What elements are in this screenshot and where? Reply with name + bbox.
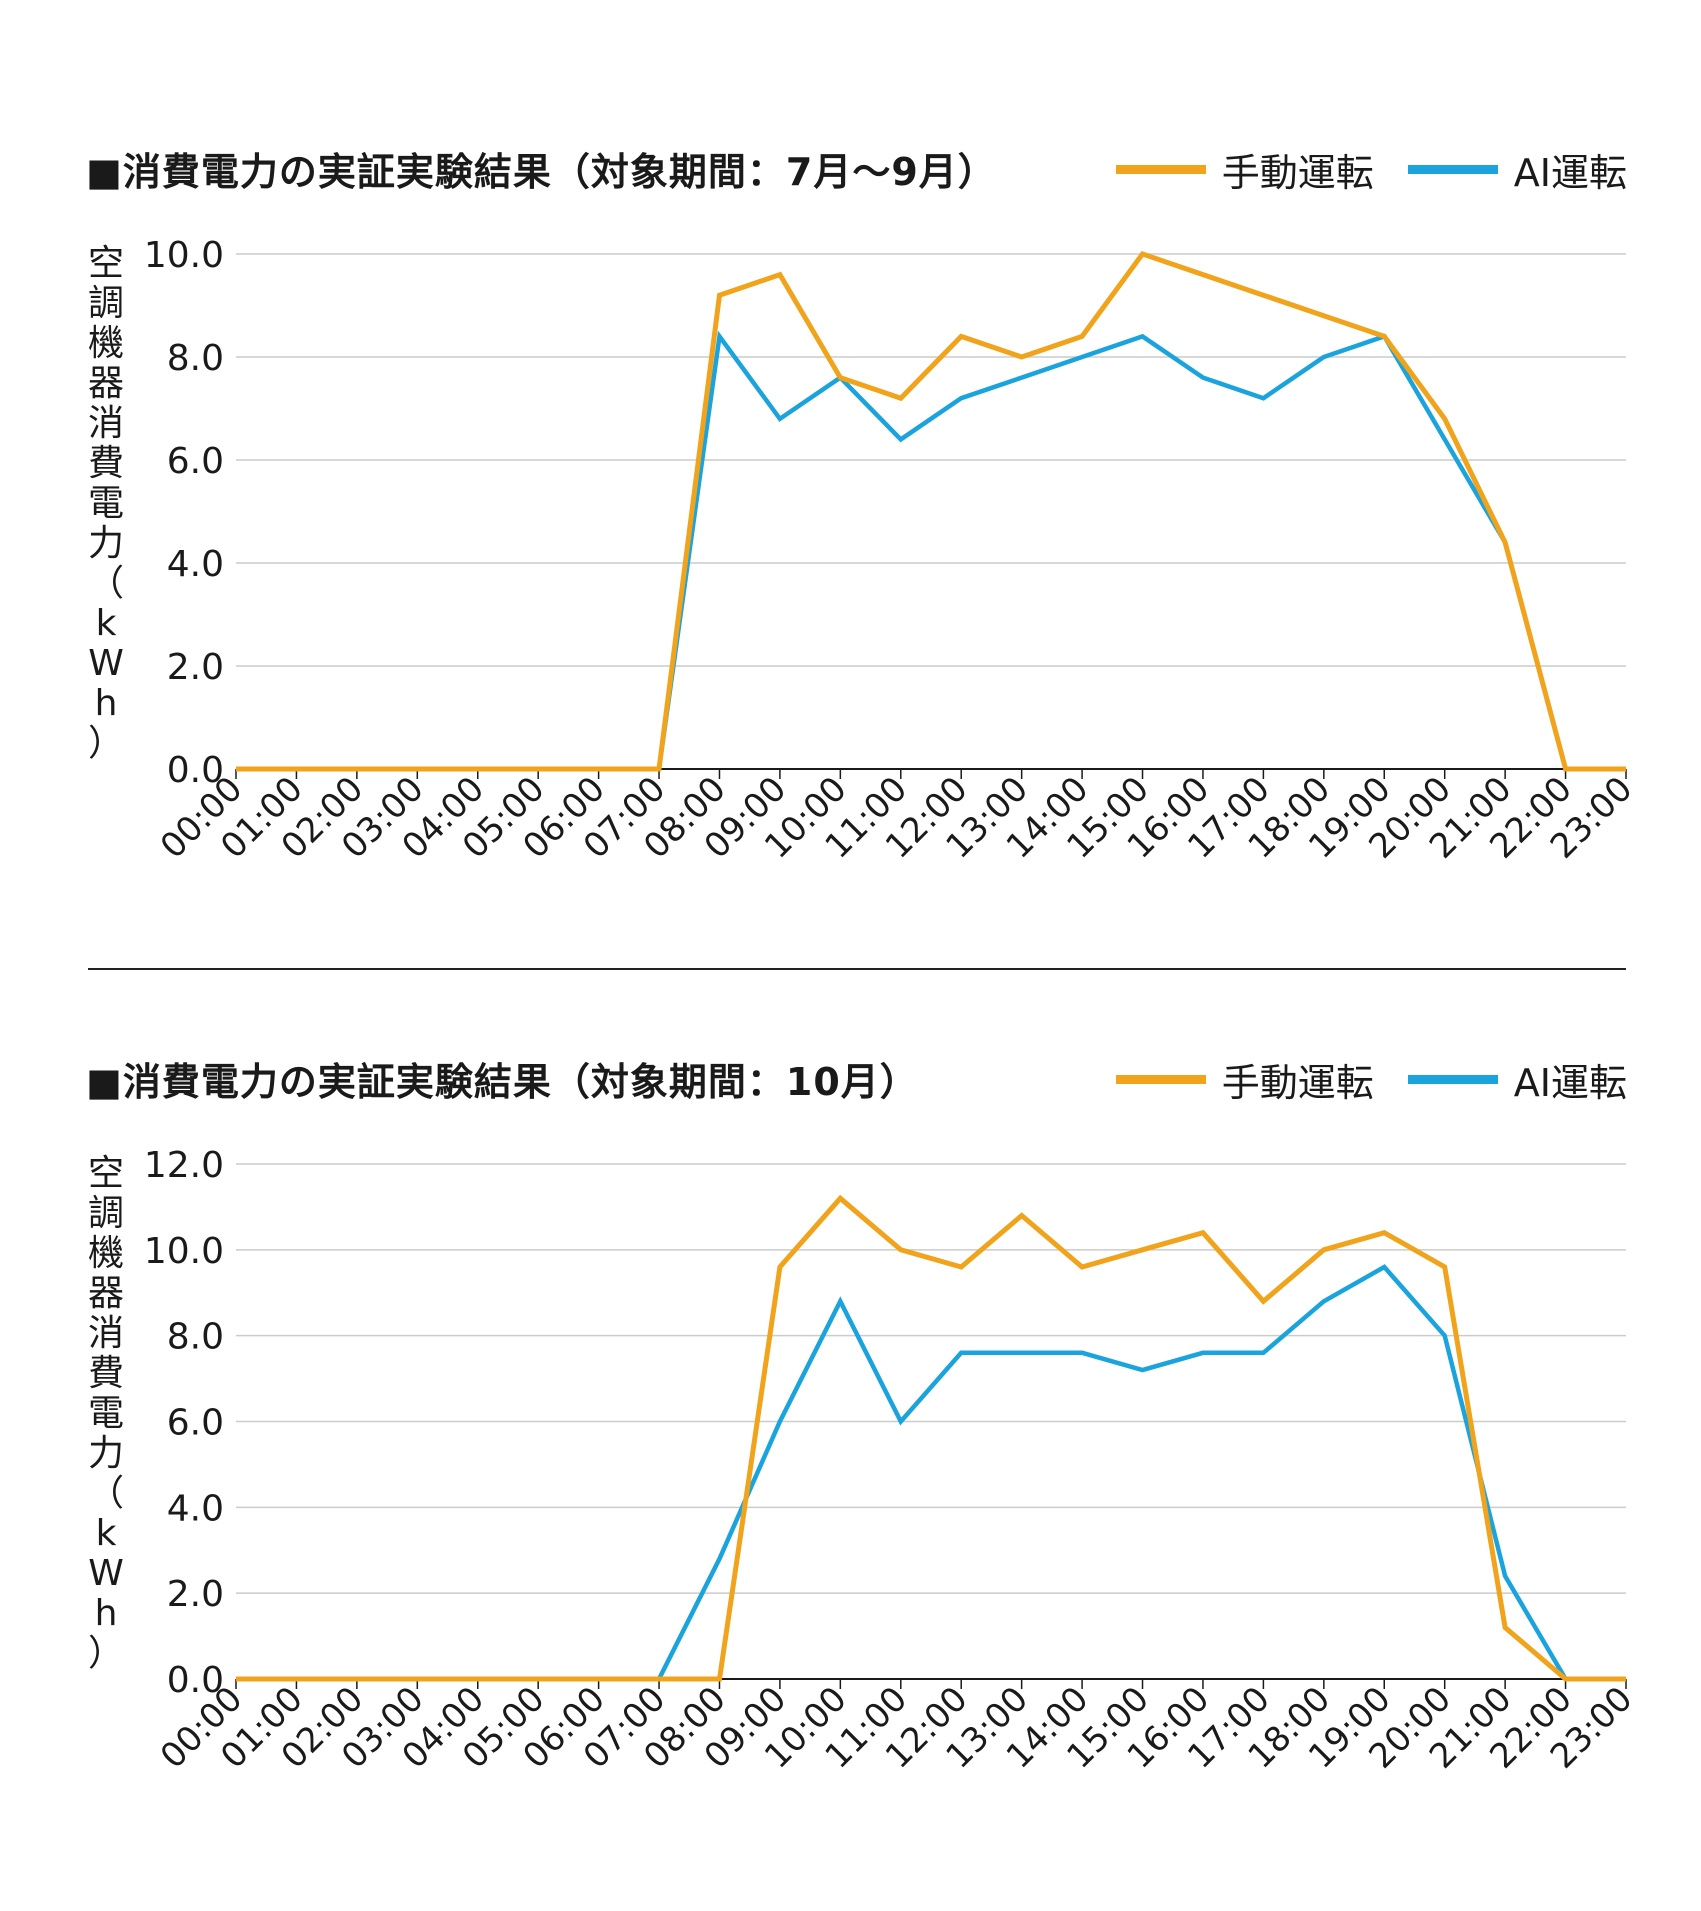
- legend-label-ai: AI運転: [1513, 1061, 1627, 1105]
- legend-item-manual: 手動運転: [1115, 142, 1374, 197]
- y-tick-label: 0.0: [167, 750, 224, 791]
- y-tick-label: 4.0: [167, 1488, 224, 1529]
- legend-swatch-manual: [1115, 1075, 1206, 1084]
- legend-label-manual: 手動運転: [1221, 1061, 1374, 1105]
- chart-title: ■消費電力の実証実験結果（対象期間：10月）: [86, 1060, 919, 1104]
- legend-item-ai: AI運転: [1407, 1052, 1627, 1107]
- y-axis-label-char: （: [87, 563, 124, 604]
- legend: 手動運転 AI運転: [1082, 142, 1627, 197]
- y-axis-label-char: 機: [87, 1233, 124, 1274]
- y-tick-label: 2.0: [167, 1574, 224, 1615]
- y-tick-label: 0.0: [167, 1660, 224, 1701]
- y-axis-label-char: k: [95, 1513, 117, 1554]
- section-divider: [88, 968, 1626, 970]
- y-tick-label: 2.0: [167, 647, 224, 688]
- y-axis-label-char: 力: [87, 1433, 124, 1474]
- y-axis-label-char: ）: [87, 1633, 124, 1674]
- legend-swatch-manual: [1115, 165, 1206, 174]
- series-line-manual: [236, 251, 1626, 772]
- y-axis-label-char: 調: [87, 283, 124, 324]
- y-axis-label-char: 機: [87, 323, 124, 364]
- y-tick-label: 10.0: [144, 235, 224, 276]
- legend: 手動運転 AI運転: [1082, 1052, 1627, 1107]
- y-tick-label: 8.0: [167, 338, 224, 379]
- series-line-ai: [236, 330, 1626, 772]
- legend-label-manual: 手動運転: [1221, 151, 1374, 195]
- line-chart: 0.02.04.06.08.010.000:0001:0002:0003:000…: [144, 235, 1641, 867]
- y-axis-label-char: W: [88, 643, 124, 684]
- y-axis-label-char: 空: [87, 243, 124, 284]
- y-tick-label: 4.0: [167, 544, 224, 585]
- y-axis-label-char: 器: [87, 1273, 124, 1314]
- legend-item-ai: AI運転: [1407, 142, 1627, 197]
- y-axis-label-char: 調: [87, 1193, 124, 1234]
- y-axis-label-char: 消: [87, 1313, 124, 1354]
- line-chart: 0.02.04.06.08.010.012.000:0001:0002:0003…: [144, 1145, 1641, 1777]
- legend-swatch-ai: [1407, 165, 1498, 174]
- y-axis-label-char: ）: [87, 723, 124, 764]
- y-tick-label: 12.0: [144, 1145, 224, 1186]
- series-line-ai: [236, 1264, 1626, 1682]
- chart-title: ■消費電力の実証実験結果（対象期間：7月～9月）: [86, 150, 997, 194]
- y-axis-label-char: h: [94, 1593, 118, 1634]
- y-tick-label: 6.0: [167, 441, 224, 482]
- series-line-manual: [236, 1194, 1626, 1682]
- y-axis-label-char: k: [95, 603, 117, 644]
- y-axis-label-char: （: [87, 1473, 124, 1514]
- y-axis-label-char: W: [88, 1553, 124, 1594]
- y-axis-label-char: 消: [87, 403, 124, 444]
- y-axis-label-char: 電: [87, 1393, 124, 1434]
- y-axis-label-char: h: [94, 683, 118, 724]
- y-axis-label-char: 器: [87, 363, 124, 404]
- y-axis-label-char: 電: [87, 483, 124, 524]
- y-tick-label: 10.0: [144, 1231, 224, 1272]
- y-tick-label: 6.0: [167, 1403, 224, 1444]
- legend-item-manual: 手動運転: [1115, 1052, 1374, 1107]
- y-axis-label-char: 力: [87, 523, 124, 564]
- y-axis-label-char: 費: [87, 443, 124, 484]
- legend-swatch-ai: [1407, 1075, 1498, 1084]
- y-axis-label-char: 空: [87, 1153, 124, 1194]
- y-axis-label-char: 費: [87, 1353, 124, 1394]
- legend-label-ai: AI運転: [1513, 151, 1627, 195]
- chart-panel-oct: ■消費電力の実証実験結果（対象期間：10月） 手動運転 AI運転 空調機器消費電…: [0, 910, 1701, 1810]
- chart-panel-jul-sep: ■消費電力の実証実験結果（対象期間：7月～9月） 手動運転 AI運転 空調機器消…: [0, 0, 1701, 900]
- y-tick-label: 8.0: [167, 1317, 224, 1358]
